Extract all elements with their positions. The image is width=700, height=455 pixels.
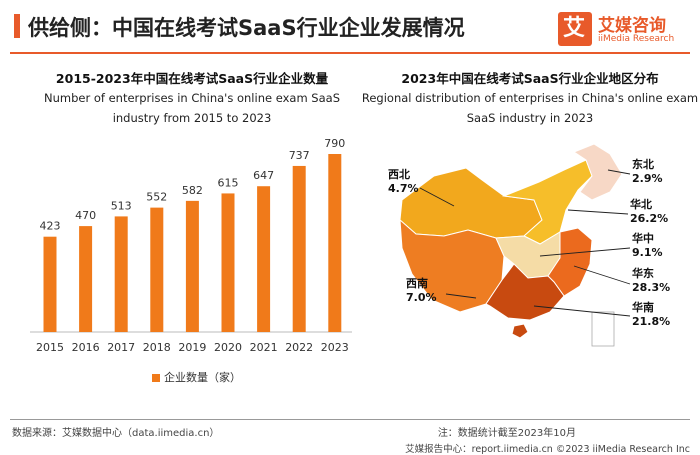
bar-legend: 企业数量（家） <box>152 369 241 385</box>
region-shape-huanan <box>485 263 565 321</box>
leader-line-西北 <box>419 187 455 207</box>
region-value-东北: 2.9% <box>632 172 663 185</box>
data-note: 注：数据统计截至2023年10月 <box>437 428 576 439</box>
x-tick-2016: 2016 <box>72 341 100 354</box>
bar-2017 <box>114 216 128 332</box>
region-value-华北: 26.2% <box>630 212 668 225</box>
data-label-2018: 552 <box>146 191 167 204</box>
data-label-2017: 513 <box>111 199 132 212</box>
region-value-西北: 4.7% <box>388 182 419 195</box>
x-tick-2022: 2022 <box>285 341 313 354</box>
header-divider <box>10 52 690 54</box>
bar-2018 <box>150 207 164 332</box>
region-shape-huabei <box>502 159 593 245</box>
data-label-2020: 615 <box>218 176 239 189</box>
data-label-2021: 647 <box>253 169 274 182</box>
data-label-2023: 790 <box>324 137 345 150</box>
bar-2020 <box>221 193 235 332</box>
region-value-华南: 21.8% <box>632 315 670 328</box>
title-accent-bar <box>14 14 20 38</box>
x-tick-2018: 2018 <box>143 341 171 354</box>
region-name-西北: 西北 <box>388 167 410 181</box>
x-tick-2015: 2015 <box>36 341 64 354</box>
region-value-华东: 28.3% <box>632 281 670 294</box>
leader-line-华南 <box>533 305 631 317</box>
region-shape-dongbei <box>572 143 623 201</box>
region-name-东北: 东北 <box>632 157 654 171</box>
bar-2016 <box>79 226 93 332</box>
region-value-华中: 9.1% <box>632 246 663 259</box>
page-title: 供给侧：中国在线考试SaaS行业企业发展情况 <box>28 16 465 40</box>
region-name-华南: 华南 <box>632 300 654 314</box>
x-tick-2019: 2019 <box>178 341 206 354</box>
data-source: 数据来源：艾媒数据中心（data.iimedia.cn） <box>12 428 220 439</box>
left-chart-title-cn: 2015-2023年中国在线考试SaaS行业企业数量 <box>55 71 329 86</box>
region-name-华北: 华北 <box>630 197 652 211</box>
bar-2019 <box>185 200 199 332</box>
data-label-2019: 582 <box>182 184 203 197</box>
leader-line-华北 <box>567 209 629 215</box>
region-shape-huadong <box>547 227 593 297</box>
x-tick-2017: 2017 <box>107 341 135 354</box>
left-chart-title-en-1: Number of enterprises in China's online … <box>43 91 340 105</box>
legend-label: 企业数量（家） <box>164 371 241 384</box>
data-label-2022: 737 <box>289 149 310 162</box>
region-name-华东: 华东 <box>632 266 654 280</box>
logo-mark-glyph: 艾 <box>563 16 586 41</box>
left-chart-header: 2015-2023年中国在线考试SaaS行业企业数量 Number of ent… <box>22 70 362 128</box>
leader-line-东北 <box>607 169 631 175</box>
bar-2021 <box>257 186 271 332</box>
leader-line-华中 <box>539 247 631 257</box>
x-tick-2021: 2021 <box>250 341 278 354</box>
brand-logo: 艾 艾媒咨询 iiMedia Research <box>558 12 688 48</box>
x-tick-2023: 2023 <box>321 341 349 354</box>
logo-name-cn: 艾媒咨询 <box>598 16 666 36</box>
leader-line-华东 <box>573 265 631 285</box>
right-chart-header: 2023年中国在线考试SaaS行业企业地区分布 Regional distrib… <box>360 70 700 128</box>
footer-divider <box>10 419 690 420</box>
right-chart-title-en-1: Regional distribution of enterprises in … <box>361 91 699 105</box>
region-shape-hainan <box>511 323 529 339</box>
leader-line-西南 <box>445 293 477 299</box>
right-chart-title-en-2: SaaS industry in 2023 <box>466 111 594 125</box>
data-label-2016: 470 <box>75 209 96 222</box>
region-shape-xibei <box>399 167 543 239</box>
x-tick-2020: 2020 <box>214 341 242 354</box>
region-value-西南: 7.0% <box>406 291 437 304</box>
enterprise-count-bar-chart: 423 2015 470 2016 513 2017 552 2018 582 2019 615 20… <box>30 137 352 354</box>
south-sea-inset <box>591 311 615 347</box>
region-name-西南: 西南 <box>406 276 428 290</box>
right-chart-title-cn: 2023年中国在线考试SaaS行业企业地区分布 <box>401 71 659 86</box>
copyright: 艾媒报告中心：report.iimedia.cn ©2023 iiMedia R… <box>405 444 690 455</box>
region-name-华中: 华中 <box>632 231 654 245</box>
logo-mark: 艾 <box>558 12 592 46</box>
data-label-2015: 423 <box>40 220 61 233</box>
bar-2023 <box>328 154 342 332</box>
left-chart-title-en-2: industry from 2015 to 2023 <box>112 111 272 125</box>
bar-2015 <box>43 236 57 332</box>
legend-swatch <box>152 374 160 382</box>
logo-name-en: iiMedia Research <box>598 34 675 44</box>
bar-2022 <box>292 165 306 332</box>
